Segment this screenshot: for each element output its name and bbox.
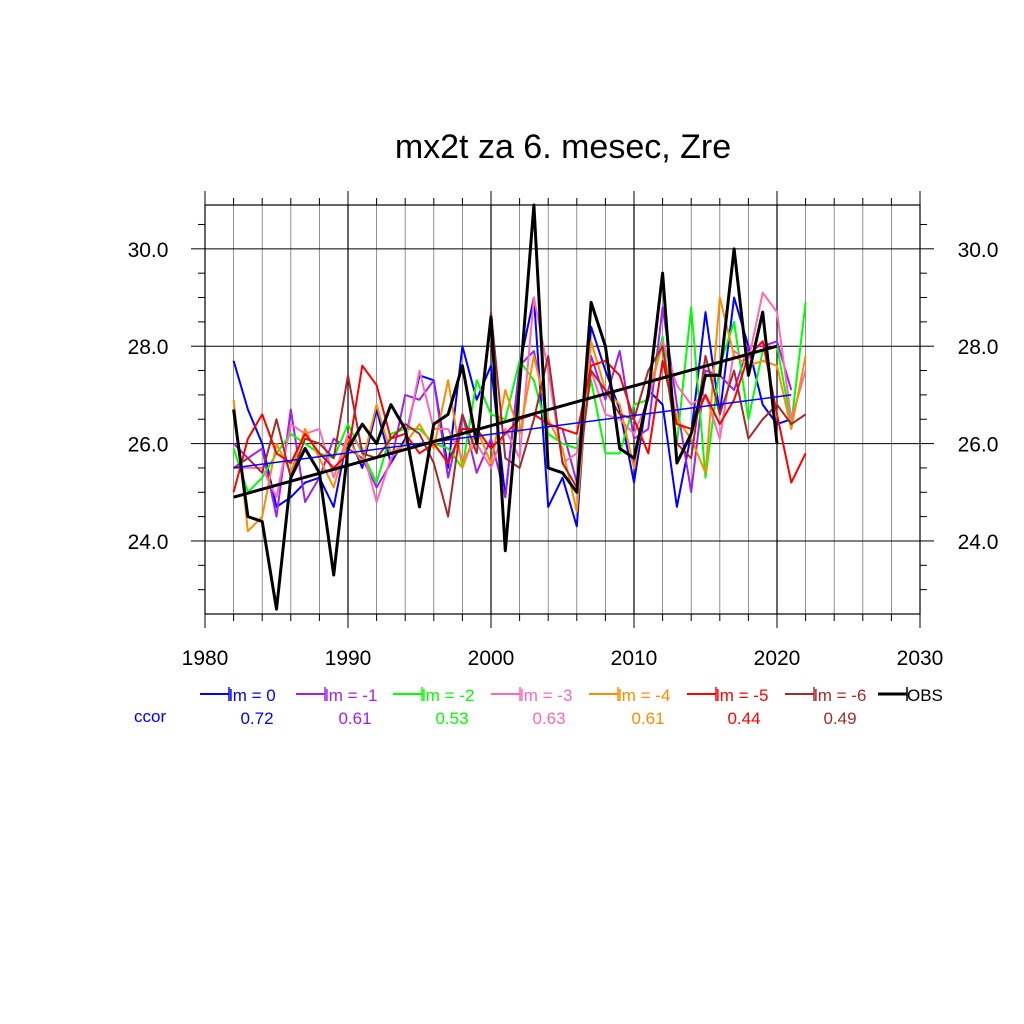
plot-border xyxy=(204,204,921,615)
grid-lines xyxy=(205,205,920,614)
trend-line-0 xyxy=(233,394,792,469)
y-tick-label-right: 24.0 xyxy=(958,531,999,554)
y-tick-label-left: 30.0 xyxy=(128,239,169,262)
legend-label-6: lm = -6 xyxy=(814,686,866,705)
ccor-value-5: 0.44 xyxy=(727,709,760,728)
ccor-value-3: 0.63 xyxy=(532,709,565,728)
series-line-2 xyxy=(232,302,807,494)
legend-label-3: lm = -3 xyxy=(520,686,572,705)
x-tick-label: 1980 xyxy=(182,647,229,670)
ccor-value-6: 0.49 xyxy=(823,709,856,728)
series-line-7 xyxy=(232,203,779,611)
legend-label-7: OBS xyxy=(907,686,943,705)
chart-title: mx2t za 6. mesec, Zre xyxy=(395,128,731,166)
trend-line-7 xyxy=(233,344,778,499)
legend-label-2: lm = -2 xyxy=(422,686,474,705)
y-tick-label-right: 28.0 xyxy=(958,336,999,359)
ccor-value-0: 0.72 xyxy=(240,709,273,728)
y-tick-label-left: 26.0 xyxy=(128,434,169,457)
y-tick-label-left: 24.0 xyxy=(128,531,169,554)
legend-label-5: lm = -5 xyxy=(716,686,768,705)
legend: lm = 0 0.72 lm = -1 0.61 lm = -2 0.53 lm = -3 0… xyxy=(134,686,943,728)
x-tick-label: 1990 xyxy=(325,647,372,670)
x-tick-label: 2030 xyxy=(897,647,944,670)
legend-label-0: lm = 0 xyxy=(229,686,276,705)
ccor-value-2: 0.53 xyxy=(435,709,468,728)
series-line-4 xyxy=(232,296,807,533)
ccor-value-1: 0.61 xyxy=(338,709,371,728)
y-tick-label-left: 28.0 xyxy=(128,336,169,359)
ccor-label: ccor xyxy=(134,707,166,726)
x-tick-label: 2000 xyxy=(468,647,515,670)
legend-label-4: lm = -4 xyxy=(618,686,670,705)
ccor-value-4: 0.61 xyxy=(631,709,664,728)
axis-ticks: 1980 1990 2000 2010 2020 2030 24.0 24.0 26.0 26.0… xyxy=(128,191,999,670)
y-tick-label-right: 30.0 xyxy=(958,239,999,262)
plot-frame xyxy=(204,204,921,615)
x-tick-label: 2010 xyxy=(611,647,658,670)
legend-label-1: lm = -1 xyxy=(325,686,377,705)
trend-lines xyxy=(233,344,792,499)
x-tick-label: 2020 xyxy=(754,647,801,670)
y-tick-label-right: 26.0 xyxy=(958,434,999,457)
